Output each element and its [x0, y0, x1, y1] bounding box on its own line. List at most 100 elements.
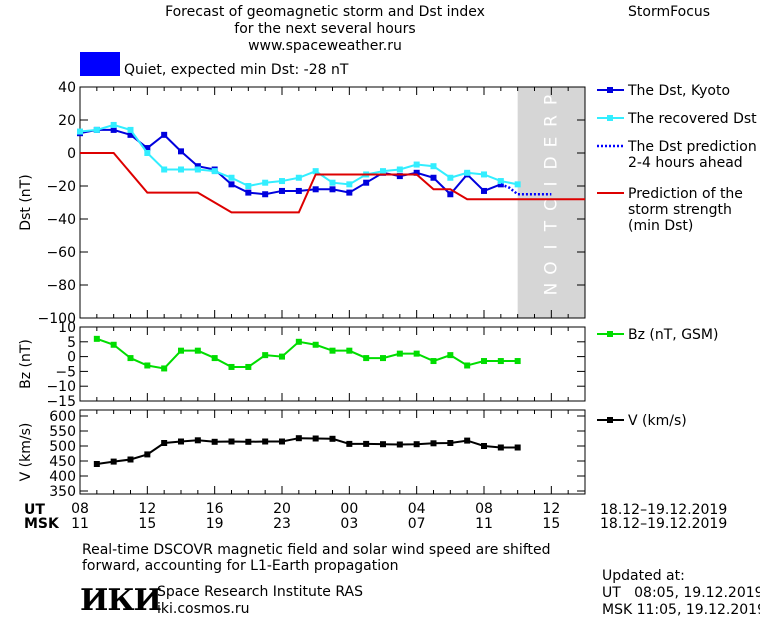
msk-tick-label: 15 — [138, 516, 156, 532]
bz-data-point — [262, 352, 269, 359]
v-data-point — [295, 435, 302, 442]
msk-date-range: 18.12–19.12.2019 — [600, 516, 728, 532]
prediction-zone — [517, 87, 585, 318]
v-data-point — [93, 461, 100, 467]
dst-data-point — [127, 131, 134, 138]
bz-data-point — [396, 350, 403, 357]
dst-y-axis-label: Dst (nT) — [18, 174, 34, 230]
prediction-label-letter: D — [541, 156, 561, 169]
dst-data-point — [144, 150, 151, 156]
dst-data-point — [464, 169, 471, 176]
v-plot-frame — [79, 409, 586, 495]
ut-tick-label: 12 — [138, 501, 156, 517]
v-data-point — [110, 458, 117, 465]
bz-ytick-label: 5 — [67, 335, 76, 351]
dst-data-point — [228, 181, 235, 188]
bz-ytick-label: −10 — [46, 379, 76, 395]
dst-data-point — [211, 168, 218, 175]
bz-data-point — [346, 347, 353, 354]
bz-data-point — [514, 358, 521, 365]
dst-data-point — [329, 186, 336, 193]
ut-date-range: 18.12–19.12.2019 — [600, 502, 728, 518]
dst-data-point — [413, 161, 420, 168]
msk-tick-label: 03 — [340, 516, 358, 532]
dst-data-point — [346, 189, 353, 196]
dst-data-point — [430, 163, 437, 170]
footnote-line-2: forward, accounting for L1-Earth propaga… — [82, 558, 399, 574]
dst-series-line — [79, 128, 502, 196]
dst-data-point — [93, 126, 100, 133]
prediction-label-letter: T — [541, 220, 561, 232]
dst-data-point — [447, 191, 454, 198]
v-data-point — [211, 438, 218, 445]
dst-data-point — [396, 166, 403, 173]
bz-data-point — [295, 338, 302, 345]
dst-data-point — [194, 166, 201, 173]
title-line-2: for the next several hours — [234, 21, 416, 37]
v-ytick-label: 450 — [49, 454, 76, 470]
v-y-axis-label: V (km/s) — [18, 423, 34, 482]
dst-data-point — [447, 174, 454, 181]
status-color-swatch — [80, 52, 120, 76]
dst-legend-label: The Dst prediction — [627, 139, 757, 155]
v-data-point — [430, 440, 437, 447]
v-legend-label: V (km/s) — [628, 413, 687, 429]
dst-data-point — [396, 173, 403, 180]
bz-data-point — [93, 335, 100, 342]
prediction-label-letter: I — [541, 181, 561, 186]
v-data-point — [380, 441, 386, 448]
bz-plot-frame — [79, 326, 586, 402]
dst-data-point — [144, 145, 151, 152]
dst-data-point — [430, 174, 437, 181]
v-data-point — [464, 437, 471, 444]
msk-tick-label: 11 — [71, 516, 89, 532]
v-data-point — [262, 438, 269, 445]
dst-data-point — [161, 131, 168, 138]
bz-data-point — [279, 353, 285, 360]
bz-data-point — [363, 355, 370, 362]
dst-series-line — [80, 152, 585, 214]
dst-data-point — [481, 187, 487, 194]
bz-data-point — [380, 355, 386, 362]
v-data-point — [245, 438, 252, 445]
v-data-point — [279, 438, 285, 445]
dst-data-point — [514, 181, 521, 188]
v-data-point — [228, 438, 235, 445]
institute-url[interactable]: iki.cosmos.ru — [157, 601, 250, 617]
title-line-1: Forecast of geomagnetic storm and Dst in… — [165, 4, 485, 20]
institute-name: Space Research Institute RAS — [157, 584, 363, 600]
website-url[interactable]: www.spaceweather.ru — [248, 38, 402, 54]
ut-tick-label: 00 — [340, 501, 358, 517]
dst-data-point — [262, 179, 269, 186]
v-data-point — [447, 440, 454, 446]
v-data-point — [144, 451, 151, 458]
v-ytick-label: 500 — [49, 439, 76, 455]
dst-ytick-label: −40 — [46, 212, 76, 228]
v-data-point — [178, 438, 184, 445]
prediction-label-letter: E — [541, 137, 561, 148]
dst-data-point — [413, 169, 420, 176]
v-data-point — [312, 435, 319, 442]
dst-data-point — [481, 171, 487, 178]
dst-data-point — [228, 174, 235, 181]
v-data-point — [481, 443, 487, 449]
bz-data-point — [312, 341, 319, 348]
dst-legend-label: 2-4 hours ahead — [628, 155, 743, 171]
bz-data-point — [464, 362, 471, 369]
dst-data-point — [194, 163, 201, 170]
dst-legend-label: The recovered Dst — [627, 111, 757, 127]
v-ytick-label: 550 — [49, 424, 76, 440]
dst-ytick-label: −80 — [46, 278, 76, 294]
msk-tick-label: 07 — [408, 516, 426, 532]
dst-data-point — [279, 178, 285, 185]
dst-data-point — [363, 179, 370, 186]
v-legend-marker — [607, 417, 613, 423]
bz-data-point — [430, 358, 437, 365]
footnote-line-1: Real-time DSCOVR magnetic field and sola… — [82, 542, 551, 558]
bz-data-point — [110, 341, 117, 348]
msk-tick-label: 11 — [475, 516, 493, 532]
dst-data-point — [312, 168, 319, 175]
dst-data-point — [295, 187, 302, 194]
